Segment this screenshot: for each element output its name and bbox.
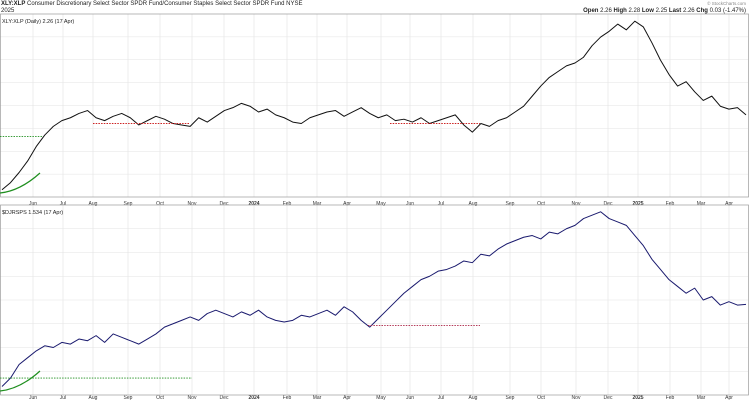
chart-description: Consumer Discretionary Select Sector SPD… [27,1,285,7]
chart-symbol: XLY:XLP [1,1,26,7]
last-label: Last [668,8,682,14]
chg-label: Chg [696,8,708,14]
high-label: High [613,8,627,14]
series-line [1,20,747,191]
panel-frame [0,13,749,198]
x-tick-label: Mar [697,395,706,400]
x-tick-label: Sep [124,201,133,207]
x-tick-label: Jul [438,395,444,400]
x-tick-label: Feb [666,201,675,207]
x-tick-label: Oct [537,201,545,207]
low-label: Low [641,8,654,14]
x-tick-label: Jul [438,201,444,207]
x-tick-label: 2025 [632,201,643,207]
last-value: 2.26 [682,8,695,14]
x-tick-label: Jun [406,201,414,207]
low-value: 2.25 [655,8,668,14]
open-label: Open [583,8,599,14]
x-tick-label: Oct [537,395,545,400]
x-tick-label: Nov [188,201,197,207]
x-tick-label: Jun [29,201,37,207]
x-tick-label: 2025 [632,395,643,400]
x-tick-label: Jun [406,395,414,400]
x-tick-label: Apr [725,395,733,400]
trend-curve [0,172,41,194]
high-value: 2.28 [628,8,641,14]
chart-exchange: NYSE [286,1,303,7]
series-line [1,211,747,387]
x-tick-label: Oct [156,395,164,400]
chg-value: 0.03 (-1.47%) [709,8,746,14]
x-tick-label: 2024 [248,201,259,207]
trend-curve [0,370,41,392]
x-tick-label: Mar [697,201,706,207]
x-tick-label: Mar [313,395,322,400]
x-tick-label: 2024 [248,395,259,400]
x-tick-label: Sep [506,395,515,400]
watermark: © StockCharts.com [707,1,746,6]
x-tick-label: Apr [725,201,733,207]
x-tick-label: Dec [220,395,229,400]
x-tick-label: Nov [572,201,581,207]
x-tick-label: Aug [89,395,98,400]
x-tick-label: Feb [666,395,675,400]
x-tick-label: May [376,201,386,207]
x-tick-label: Jul [60,395,66,400]
quote-row: Open 2.26 High 2.28 Low 2.25 Last 2.26 C… [583,8,746,14]
panel-frame [0,204,749,396]
x-tick-label: Mar [313,201,322,207]
x-tick-label: Aug [89,201,98,207]
chart-title: XLY:XLP Consumer Discretionary Select Se… [1,1,302,7]
x-tick-label: Feb [283,201,292,207]
legend-entry: $DJRSPS 1.534 (17 Apr) [2,210,63,216]
legend-entry: XLY:XLP (Daily) 2.26 (17 Apr) [2,19,74,25]
x-tick-label: Apr [343,395,351,400]
x-tick-label: Aug [469,201,478,207]
x-tick-label: Dec [220,201,229,207]
x-tick-label: Oct [156,201,164,207]
x-tick-label: Aug [469,395,478,400]
x-tick-label: Dec [604,395,613,400]
x-tick-label: Dec [604,201,613,207]
x-tick-label: Jun [29,395,37,400]
x-tick-label: Feb [283,395,292,400]
x-tick-label: Sep [124,395,133,400]
x-tick-label: Sep [506,201,515,207]
x-tick-label: Nov [572,395,581,400]
chart-year-label: 2025 [1,8,15,14]
x-tick-label: May [376,395,386,400]
x-tick-label: Nov [188,395,197,400]
x-tick-label: Apr [343,201,351,207]
open-value: 2.26 [600,8,612,14]
x-tick-label: Jul [60,201,66,207]
